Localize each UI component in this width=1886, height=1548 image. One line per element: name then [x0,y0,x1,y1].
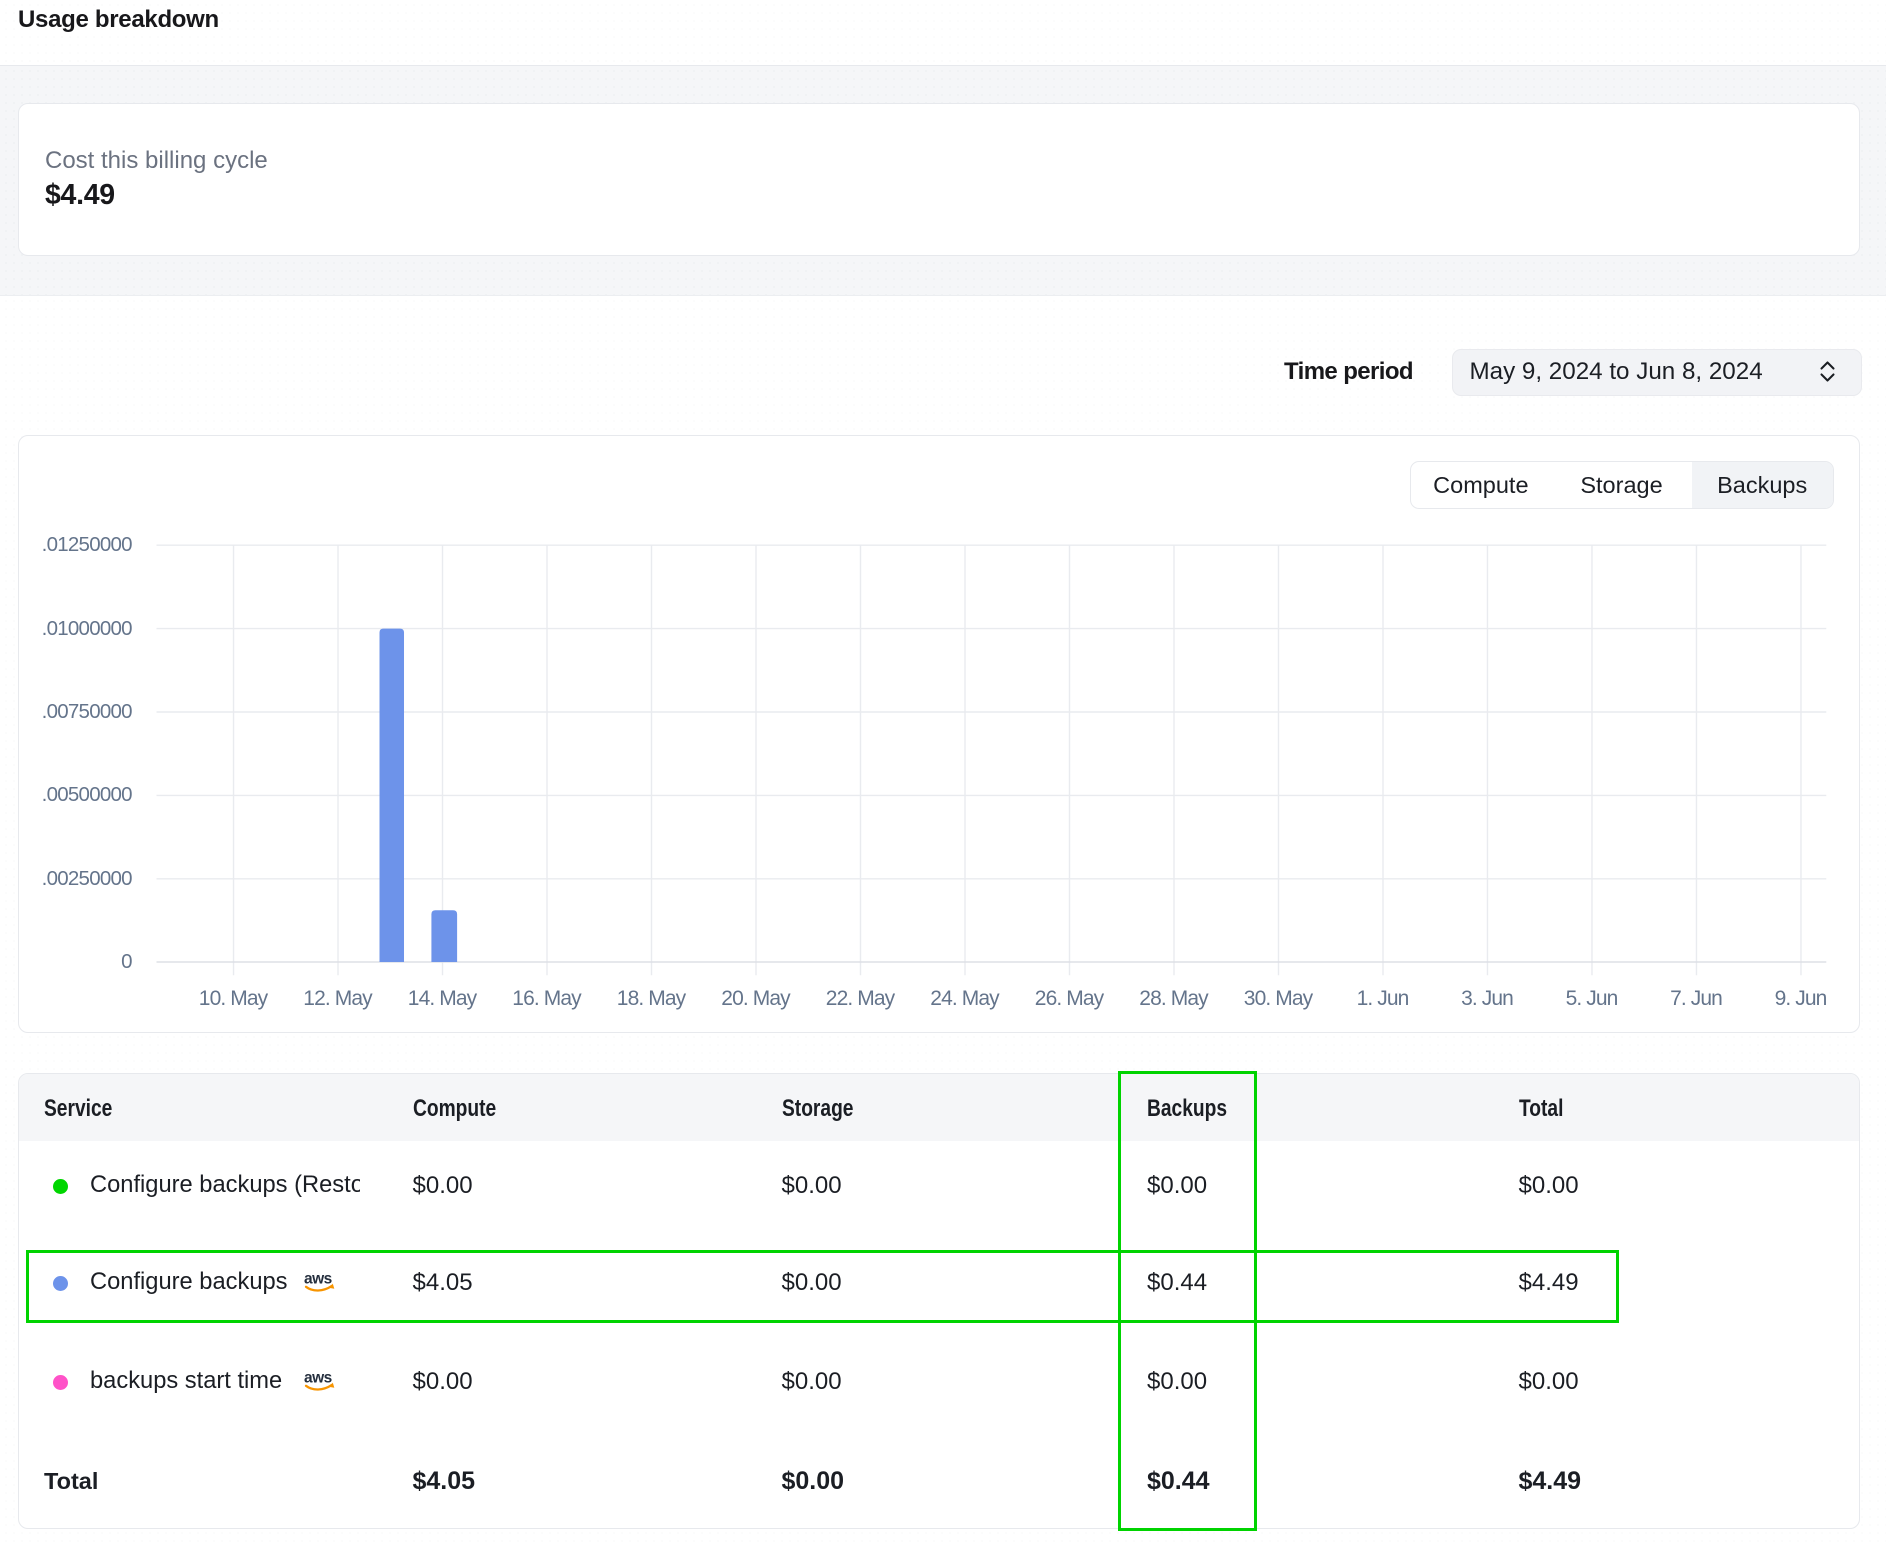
svg-text:aws: aws [304,1271,332,1288]
svg-text:aws: aws [304,1370,332,1387]
